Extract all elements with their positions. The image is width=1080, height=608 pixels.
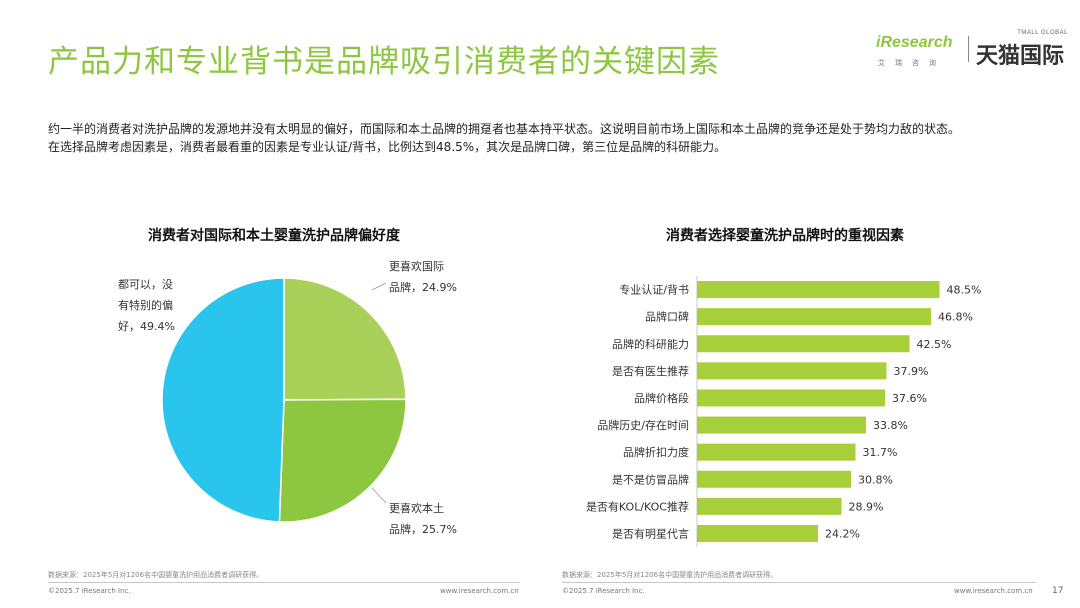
pie-label-domestic: 更喜欢本土 品牌，25.7% [389,498,469,540]
pie-slice-international [283,277,407,401]
pie-slice-domestic [278,398,407,523]
bar-chart-title: 消费者选择婴童洗护品牌时的重视因素 [666,228,904,244]
pie-chart [161,277,407,523]
bar-mark [697,443,856,461]
bar-value-label: 48.5% [947,284,982,297]
bar-mark [697,308,931,326]
pie-slice-neutral [161,277,285,523]
pie-label-international-line: 更喜欢国际 [389,260,444,273]
pie-label-domestic-line: 更喜欢本土 [389,502,444,515]
iresearch-logo: iResearch 艾瑞咨询 [876,34,964,68]
bar-mark [697,281,940,299]
pie-label-international-line: 品牌，24.9% [389,281,457,294]
bar-mark [697,389,885,407]
logo-divider [968,36,969,62]
tmall-logo-small: TMALL GLOBAL [1017,30,1068,36]
pie-leader-domestic [371,487,387,504]
bar-category-label: 是不是仿冒品牌 [612,472,689,486]
footer-divider-right [562,582,1036,583]
source-note-left: 数据来源：2025年5月对1206名中国婴童洗护用品消费者调研获得。 [48,571,264,579]
description-paragraph-2: 在选择品牌考虑因素是，消费者最看重的因素是专业认证/背书，比例达到48.5%，其… [48,140,727,154]
bar-mark [697,524,818,542]
pie-label-neutral-line: 都可以，没 [118,278,173,291]
description-paragraph-1: 约一半的消费者对洗护品牌的发源地并没有太明显的偏好，而国际和本土品牌的拥趸者也基… [48,122,961,136]
page-title: 产品力和专业背书是品牌吸引消费者的关键因素 [48,44,720,80]
bar-mark [697,497,842,515]
pie-label-neutral-line: 好，49.4% [118,320,175,333]
bar-category-label: 是否有明星代言 [612,526,689,540]
footer-divider-left [48,582,520,583]
bar-value-label: 37.9% [894,365,929,378]
bar-category-label: 品牌折扣力度 [623,445,689,459]
copyright-right: ©2025.7 iResearch Inc. [562,587,645,595]
bar-value-label: 28.9% [849,500,884,513]
bar-category-label: 品牌的科研能力 [612,337,689,351]
bar-value-label: 37.6% [892,392,927,405]
iresearch-logo-sub: 艾瑞咨询 [878,59,946,67]
bar-category-label: 专业认证/背书 [619,283,689,297]
pie-label-international: 更喜欢国际 品牌，24.9% [389,256,469,298]
bar-mark [697,362,887,380]
bar-category-label: 是否有医生推荐 [612,364,689,378]
page-number: 17 [1052,586,1064,596]
pie-leader-international [371,282,387,291]
website-link-right[interactable]: www.iresearch.com.cn [954,587,1033,595]
bar-value-label: 30.8% [858,473,893,486]
bar-category-label: 品牌口碑 [645,310,689,324]
bar-category-label: 品牌历史/存在时间 [597,418,689,432]
bar-value-label: 31.7% [863,446,898,459]
website-link-left[interactable]: www.iresearch.com.cn [440,587,519,595]
bar-category-label: 品牌价格段 [634,391,689,405]
bar-value-label: 46.8% [938,311,973,324]
source-note-right: 数据来源：2025年5月对1206名中国婴童洗护用品消费者调研获得。 [562,571,778,579]
pie-chart-title: 消费者对国际和本土婴童洗护品牌偏好度 [148,228,400,244]
bar-value-label: 42.5% [917,338,952,351]
bar-mark [697,416,866,434]
bar-value-label: 33.8% [873,419,908,432]
pie-label-neutral-line: 有特别的偏 [118,299,173,312]
bar-mark [697,470,851,488]
bar-category-label: 是否有KOL/KOC推荐 [586,499,689,513]
pie-label-neutral: 都可以，没 有特别的偏 好，49.4% [118,274,182,337]
pie-label-domestic-line: 品牌，25.7% [389,523,457,536]
description: 约一半的消费者对洗护品牌的发源地并没有太明显的偏好，而国际和本土品牌的拥趸者也基… [48,120,1038,156]
iresearch-logo-name: iResearch [876,34,953,51]
bar-mark [697,335,910,353]
tmall-logo-big: 天猫国际 [976,44,1065,69]
bar-value-label: 24.2% [825,527,860,540]
tmall-global-logo: TMALL GLOBAL 天猫国际 [976,30,1076,69]
copyright-left: ©2025.7 iResearch Inc. [48,587,131,595]
